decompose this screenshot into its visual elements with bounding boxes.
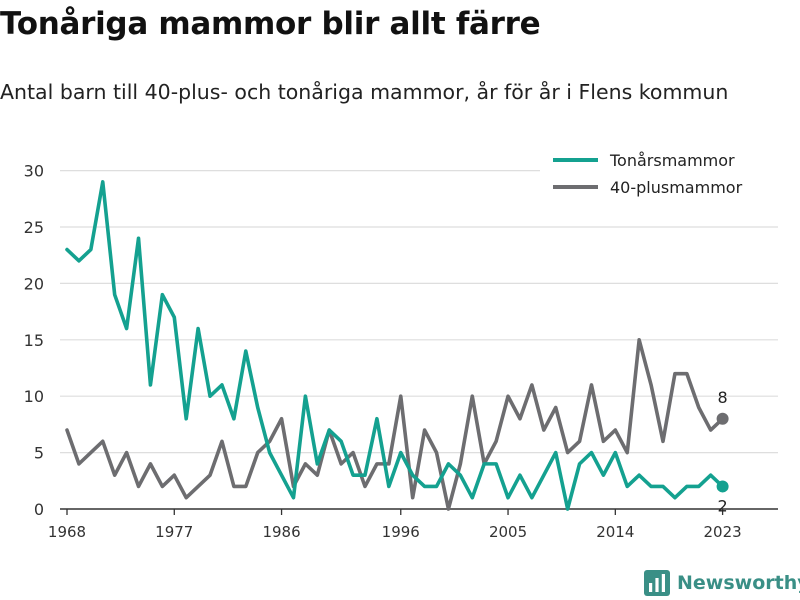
y-tick-label: 25: [24, 218, 44, 237]
y-axis-ticks: 0 5 10 15 20 25 30: [24, 162, 44, 519]
x-axis: 1968 1977 1986 1996 2005 2014 2023: [48, 508, 778, 541]
x-tick-label: 1996: [382, 523, 420, 541]
x-tick-label: 1977: [155, 523, 193, 541]
end-marker-tonarsmammor: [716, 480, 729, 493]
legend-label-tonarsmammor: Tonårsmammor: [609, 151, 735, 170]
y-tick-label: 5: [34, 444, 44, 463]
y-tick-label: 15: [24, 331, 44, 350]
end-label-40-plusmammor: 8: [718, 388, 728, 407]
end-marker-40-plusmammor: [716, 412, 729, 425]
legend-box: [540, 142, 778, 204]
chart-title: Tonåriga mammor blir allt färre: [0, 6, 541, 42]
y-tick-label: 10: [24, 387, 44, 406]
x-tick-label: 2023: [704, 523, 742, 541]
x-tick-label: 2005: [489, 523, 527, 541]
gridlines: [60, 170, 778, 454]
x-tick-label: 1968: [48, 523, 86, 541]
series-lines: [65, 180, 725, 511]
legend: Tonårsmammor 40-plusmammor: [540, 142, 778, 204]
end-markers: 82: [716, 388, 729, 515]
end-label-tonarsmammor: 2: [718, 496, 728, 515]
newsworthy-brand: Newsworthy: [644, 568, 800, 598]
y-tick-label: 30: [24, 162, 44, 181]
brand-name: Newsworthy: [677, 572, 800, 594]
bar-chart-logo-icon: [644, 570, 670, 596]
y-tick-label: 20: [24, 274, 44, 293]
x-tick-label: 2014: [596, 523, 634, 541]
legend-label-40-plusmammor: 40-plusmammor: [610, 178, 743, 197]
series-line-tonarsmammor: [65, 180, 725, 511]
x-tick-label: 1986: [262, 523, 300, 541]
series-line-40-plusmammor: [65, 338, 725, 511]
chart-subtitle: Antal barn till 40-plus- och tonåriga ma…: [0, 80, 729, 104]
y-tick-label: 0: [34, 500, 44, 519]
